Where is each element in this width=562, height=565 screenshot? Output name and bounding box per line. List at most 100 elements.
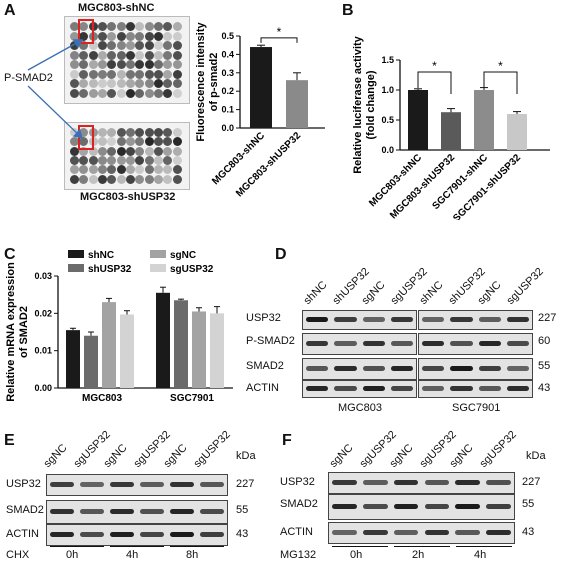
array-dot [172,156,182,165]
array-dot [135,31,145,41]
kda-value: 227 [236,478,255,490]
array-dot [70,60,79,69]
array-bottom-label: MGC803-shUSP32 [80,191,176,203]
arrow-to-bottom [27,85,83,139]
array-dot [172,41,182,50]
array-dot [79,165,89,175]
x-tick-label: SGC7901 [170,393,214,404]
array-dot [154,50,163,60]
array-dot [79,60,89,69]
array-dot [88,88,98,98]
array-dot [135,156,145,165]
band [306,386,329,391]
band [506,317,529,322]
band [486,480,511,485]
y-tick-label: 1.5 [381,55,394,65]
array-dot [116,69,126,79]
array-dot [88,69,98,79]
kda-value: 43 [522,526,535,538]
array-dot [126,146,135,156]
bar [507,114,527,150]
y-axis-label: Fluorescence intensity [195,22,207,142]
y-tick-label: 0.02 [34,308,52,318]
array-dot [70,174,79,184]
lane-label: sgNC [101,442,130,470]
band [306,317,329,322]
array-dot [163,146,173,156]
lane-label: sgUSP32 [477,428,519,470]
lane-label: sgNC [447,442,476,470]
band [170,509,194,514]
array-dot [126,88,135,98]
y-tick-label: 0.5 [221,31,234,41]
array-dot [98,79,107,88]
western-blot-d: shNC shUSP32 sgNC sgUSP32 shNC shUSP32 sgNC sgU… [240,250,560,420]
array-dot [79,41,89,50]
array-dot [98,31,107,41]
band [50,482,74,487]
array-dot [135,41,145,50]
array-dot [116,146,126,156]
band [393,530,419,535]
array-dot [98,146,107,156]
array-dot [135,79,145,88]
band [422,366,445,371]
array-dot [144,137,154,147]
blot-strip [302,310,417,330]
array-dot [79,128,89,137]
array-dot [163,137,173,147]
timepoint-label: 4h [474,549,487,561]
timepoint-label: 2h [412,549,425,561]
array-dot [126,60,135,69]
array-dot [135,69,145,79]
array-dot [70,156,79,165]
arrow-lines [27,39,84,139]
timepoint-underline [332,546,388,547]
array-dot [116,79,126,88]
bar [120,314,134,388]
array-dot [144,60,154,69]
band [390,366,413,371]
array-dot [126,174,135,184]
array-dot [98,174,107,184]
row-label: USP32 [246,312,281,324]
blot-strip [328,472,515,494]
significance-star: * [432,59,437,73]
array-dot [79,22,89,31]
array-dot [144,22,154,31]
array-dot [79,137,89,147]
array-dot [116,128,126,137]
array-dot [154,156,163,165]
bar [174,300,188,388]
y-axis-label: Relative luciferase activity [352,35,364,173]
array-dot [172,165,182,175]
band [450,366,473,371]
treatment-label: CHX [6,549,30,561]
array-dot [144,41,154,50]
band [455,480,481,485]
array-dot [79,69,89,79]
band [362,530,388,535]
array-dot [126,165,135,175]
band [422,341,445,346]
array-dot [144,31,154,41]
array-dot [116,60,126,69]
bar [474,90,494,150]
band [450,317,473,322]
timepoint-underline [50,546,104,547]
lane-label: sgNC [387,442,416,470]
lane-label: sgNC [475,279,504,307]
array-dot [88,146,98,156]
significance-star: * [498,59,503,73]
band [478,317,501,322]
array-dot [107,31,117,41]
array-dot [88,156,98,165]
band [424,504,450,509]
panel-e-letter: E [4,432,15,449]
lane-label: sgNC [359,279,388,307]
array-dot [154,79,163,88]
y-tick-label: 0.0 [381,145,394,155]
array-dot [98,137,107,147]
treatment-label: MG132 [280,549,317,561]
group-label: SGC7901 [452,402,501,414]
